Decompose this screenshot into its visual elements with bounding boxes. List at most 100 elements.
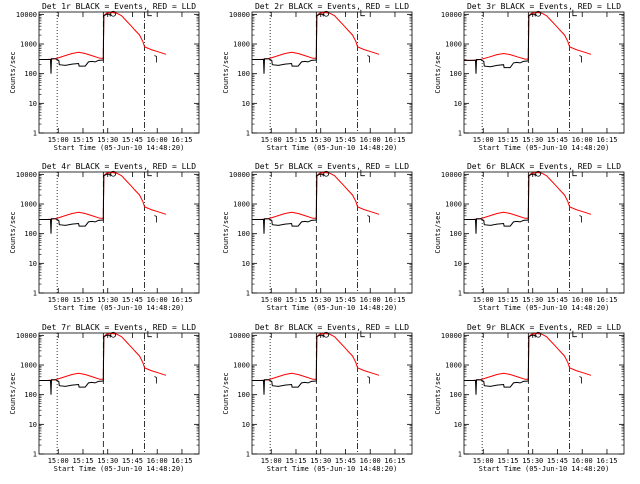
y-tick-label: 10000 [441, 171, 462, 179]
x-tick-label: 15:30 [97, 296, 118, 304]
event-glyph [535, 331, 542, 338]
y-tick-label: 10 [242, 100, 250, 108]
y-tick-label: 1000 [445, 41, 462, 49]
y-tick-label: 10 [242, 421, 250, 429]
y-tick-label: 100 [24, 230, 37, 238]
panel-title: Det 7r BLACK = Events, RED = LLD [42, 323, 196, 332]
corner-glyph [360, 9, 365, 17]
panel-title: Det 9r BLACK = Events, RED = LLD [467, 323, 621, 332]
corner-glyph [147, 9, 152, 17]
y-tick-label: 1000 [20, 201, 37, 209]
x-tick-label: 15:15 [285, 136, 306, 144]
x-tick-label: 16:15 [171, 457, 192, 465]
x-tick-label: 16:15 [171, 296, 192, 304]
y-tick-label: 1 [246, 130, 250, 138]
corner-glyph [360, 169, 365, 177]
small-glyph [579, 55, 582, 63]
x-tick-label: 16:15 [596, 457, 617, 465]
x-tick-label: 15:00 [473, 457, 494, 465]
y-tick-label: 10000 [441, 332, 462, 340]
x-axis-label: Start Time (05-Jun-10 14:48:20) [54, 465, 185, 473]
x-tick-label: 15:00 [261, 136, 282, 144]
plot-frame [38, 332, 200, 455]
lld-series-line [39, 171, 167, 220]
x-tick-label: 15:30 [310, 296, 331, 304]
event-glyph [110, 170, 117, 177]
lld-series-line [252, 11, 380, 60]
y-tick-label: 10000 [441, 11, 462, 19]
panel-det-3: Det 3r BLACK = Events, RED = LLD 1 10 100 10… [434, 2, 625, 152]
panel-det-1: Det 1r BLACK = Events, RED = LLD 1 10 100 10… [9, 2, 200, 152]
x-tick-label: 15:00 [473, 296, 494, 304]
y-axis-label: Counts/sec [9, 372, 17, 414]
x-tick-label: 15:30 [97, 136, 118, 144]
plot-frame [251, 332, 413, 455]
corner-glyph [360, 330, 365, 338]
small-glyph [579, 215, 582, 223]
event-glyph [110, 331, 117, 338]
x-tick-label: 15:15 [285, 296, 306, 304]
x-tick-label: 16:15 [384, 136, 405, 144]
y-tick-label: 100 [237, 230, 250, 238]
event-glyph [323, 170, 330, 177]
y-tick-label: 10 [29, 421, 37, 429]
plot-frame [38, 171, 200, 294]
x-axis-label: Start Time (05-Jun-10 14:48:20) [267, 465, 398, 473]
event-glyph [535, 170, 542, 177]
x-tick-label: 15:30 [310, 457, 331, 465]
x-tick-label: 15:45 [335, 457, 356, 465]
y-axis-label: Counts/sec [434, 51, 442, 93]
y-tick-label: 10000 [229, 171, 250, 179]
y-tick-label: 100 [449, 230, 462, 238]
panel-title: Det 8r BLACK = Events, RED = LLD [255, 323, 409, 332]
x-tick-label: 15:30 [522, 296, 543, 304]
plot-frame [463, 11, 625, 134]
events-series-line [464, 334, 536, 395]
x-tick-label: 16:00 [147, 136, 168, 144]
panel-title: Det 1r BLACK = Events, RED = LLD [42, 2, 196, 11]
x-tick-label: 15:15 [72, 296, 93, 304]
x-tick-label: 16:15 [596, 296, 617, 304]
x-axis-label: Start Time (05-Jun-10 14:48:20) [54, 304, 185, 312]
event-glyph [323, 10, 330, 17]
events-series-line [464, 173, 536, 234]
small-glyph [367, 55, 370, 63]
y-tick-label: 10 [29, 260, 37, 268]
x-tick-label: 16:15 [384, 296, 405, 304]
x-tick-label: 15:45 [335, 296, 356, 304]
small-glyph [579, 376, 582, 384]
x-tick-label: 16:00 [360, 457, 381, 465]
event-glyph [110, 10, 117, 17]
y-axis-label: Counts/sec [434, 211, 442, 253]
small-glyph [154, 215, 157, 223]
x-tick-label: 15:15 [285, 457, 306, 465]
x-tick-label: 16:00 [147, 457, 168, 465]
x-axis-label: Start Time (05-Jun-10 14:48:20) [479, 144, 610, 152]
corner-glyph [572, 169, 577, 177]
events-series-line [252, 173, 324, 234]
panel-det-4: Det 4r BLACK = Events, RED = LLD 1 10 100 10… [9, 162, 200, 312]
x-axis-label: Start Time (05-Jun-10 14:48:20) [267, 144, 398, 152]
x-tick-label: 15:45 [122, 296, 143, 304]
small-glyph [154, 376, 157, 384]
x-tick-label: 15:15 [497, 457, 518, 465]
x-tick-label: 16:00 [572, 457, 593, 465]
panel-det-5: Det 5r BLACK = Events, RED = LLD 1 10 100 10… [222, 162, 413, 312]
y-tick-label: 1 [246, 451, 250, 459]
x-tick-label: 16:15 [171, 136, 192, 144]
plot-frame [463, 171, 625, 294]
x-tick-label: 15:45 [547, 136, 568, 144]
panel-title: Det 5r BLACK = Events, RED = LLD [255, 162, 409, 171]
x-tick-label: 15:30 [310, 136, 331, 144]
x-tick-label: 15:45 [122, 457, 143, 465]
x-tick-label: 15:00 [48, 136, 69, 144]
y-axis-label: Counts/sec [9, 51, 17, 93]
y-axis-label: Counts/sec [9, 211, 17, 253]
y-axis-label: Counts/sec [222, 372, 230, 414]
x-tick-label: 16:00 [572, 136, 593, 144]
x-axis-label: Start Time (05-Jun-10 14:48:20) [54, 144, 185, 152]
y-tick-label: 100 [24, 70, 37, 78]
y-tick-label: 1000 [20, 41, 37, 49]
